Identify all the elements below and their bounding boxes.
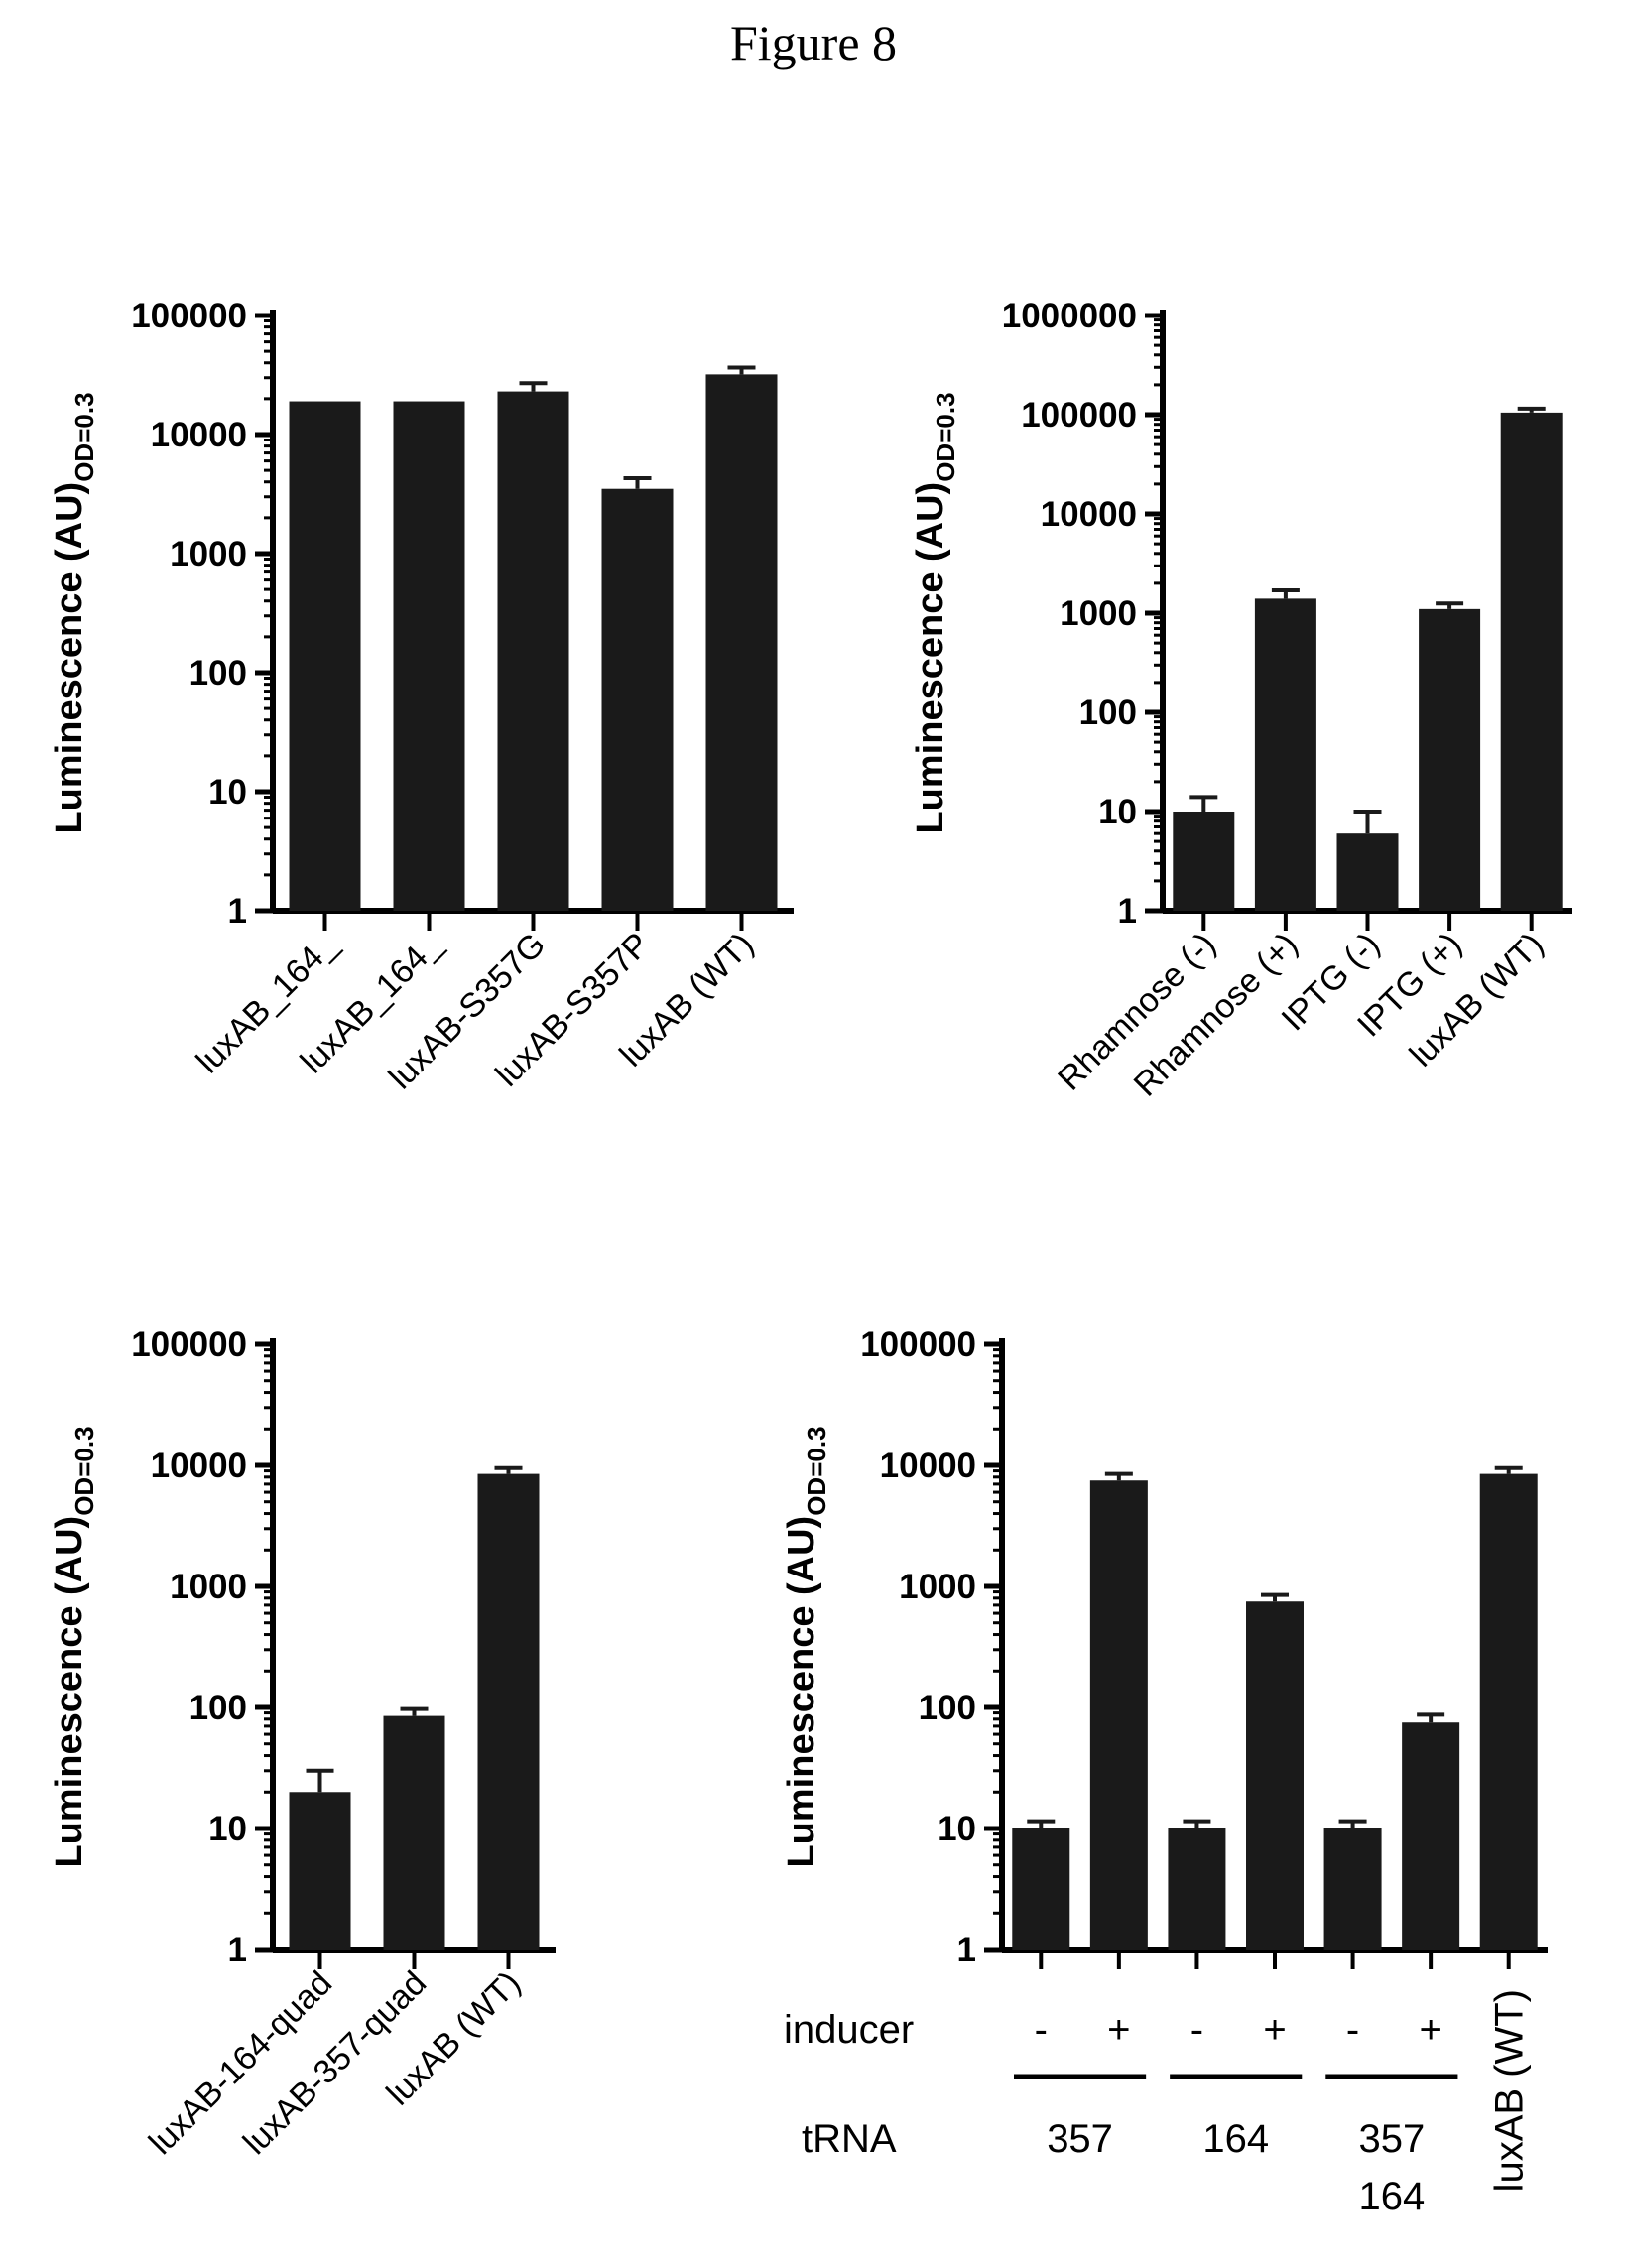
bar	[1323, 1828, 1382, 1950]
y-tick-label: 100000	[131, 1325, 247, 1364]
bar	[289, 401, 361, 911]
bar	[1336, 833, 1399, 911]
y-axis-title: Luminescence (AU)OD=0.3	[910, 392, 960, 833]
y-tick-label: 1	[228, 892, 247, 931]
y-tick-label: 100	[189, 1689, 247, 1727]
inducer-sign: +	[1419, 2008, 1441, 2052]
y-tick-label: 100	[919, 1689, 976, 1727]
trna-group-label: 164	[1202, 2117, 1269, 2161]
bar	[1500, 412, 1563, 911]
y-tick-label: 1	[957, 1931, 976, 1969]
bar	[1173, 812, 1235, 911]
y-tick-label: 10000	[151, 416, 247, 454]
inducer-sign: -	[1190, 2008, 1203, 2052]
y-tick-label: 1000	[1060, 594, 1137, 633]
inducer-sign: -	[1035, 2008, 1048, 2052]
bar	[393, 401, 465, 911]
y-tick-label: 10	[208, 1810, 247, 1848]
y-tick-label: 1000000	[1002, 297, 1137, 335]
y-tick-label: 100000	[860, 1325, 976, 1364]
y-tick-label: 1	[1118, 892, 1137, 931]
bar	[497, 391, 569, 911]
y-axis-title: Luminescence (AU)OD=0.3	[49, 392, 99, 833]
bar	[1168, 1828, 1226, 1950]
y-tick-label: 100000	[1021, 396, 1137, 435]
y-tick-label: 1000	[170, 1568, 247, 1606]
bar	[1246, 1601, 1304, 1950]
trna-group-label: 357	[1358, 2117, 1425, 2161]
y-tick-label: 10000	[880, 1447, 976, 1485]
bar	[1402, 1722, 1460, 1950]
y-tick-label: 1	[228, 1931, 247, 1969]
bar	[477, 1473, 540, 1950]
bar	[1419, 608, 1481, 911]
inducer-row-label: inducer	[784, 2008, 914, 2052]
inducer-sign: +	[1263, 2008, 1286, 2052]
wt-label: luxAB (WT)	[1488, 1989, 1532, 2192]
figure-title: Figure 8	[729, 15, 898, 70]
trna-row-label: tRNA	[802, 2117, 897, 2161]
y-tick-label: 10000	[1041, 495, 1137, 534]
y-tick-label: 10000	[151, 1447, 247, 1485]
bar	[1012, 1828, 1070, 1950]
y-tick-label: 1000	[899, 1568, 976, 1606]
bar	[601, 488, 674, 911]
y-tick-label: 10	[938, 1810, 976, 1848]
y-tick-label: 100000	[131, 297, 247, 335]
bar	[289, 1792, 351, 1950]
trna-group-label: 357	[1047, 2117, 1113, 2161]
bar	[1254, 598, 1316, 911]
y-tick-label: 1000	[170, 535, 247, 573]
y-axis-title: Luminescence (AU)OD=0.3	[49, 1426, 99, 1867]
inducer-sign: +	[1107, 2008, 1130, 2052]
bar	[1089, 1480, 1148, 1950]
y-tick-label: 10	[208, 773, 247, 812]
y-tick-label: 100	[189, 654, 247, 693]
bar	[383, 1715, 445, 1950]
bar	[1479, 1473, 1538, 1950]
inducer-sign: -	[1346, 2008, 1359, 2052]
bar	[705, 374, 778, 912]
y-tick-label: 100	[1079, 693, 1137, 732]
trna-group-label: 164	[1358, 2175, 1425, 2218]
y-axis-title: Luminescence (AU)OD=0.3	[781, 1426, 831, 1867]
y-tick-label: 10	[1098, 793, 1137, 831]
